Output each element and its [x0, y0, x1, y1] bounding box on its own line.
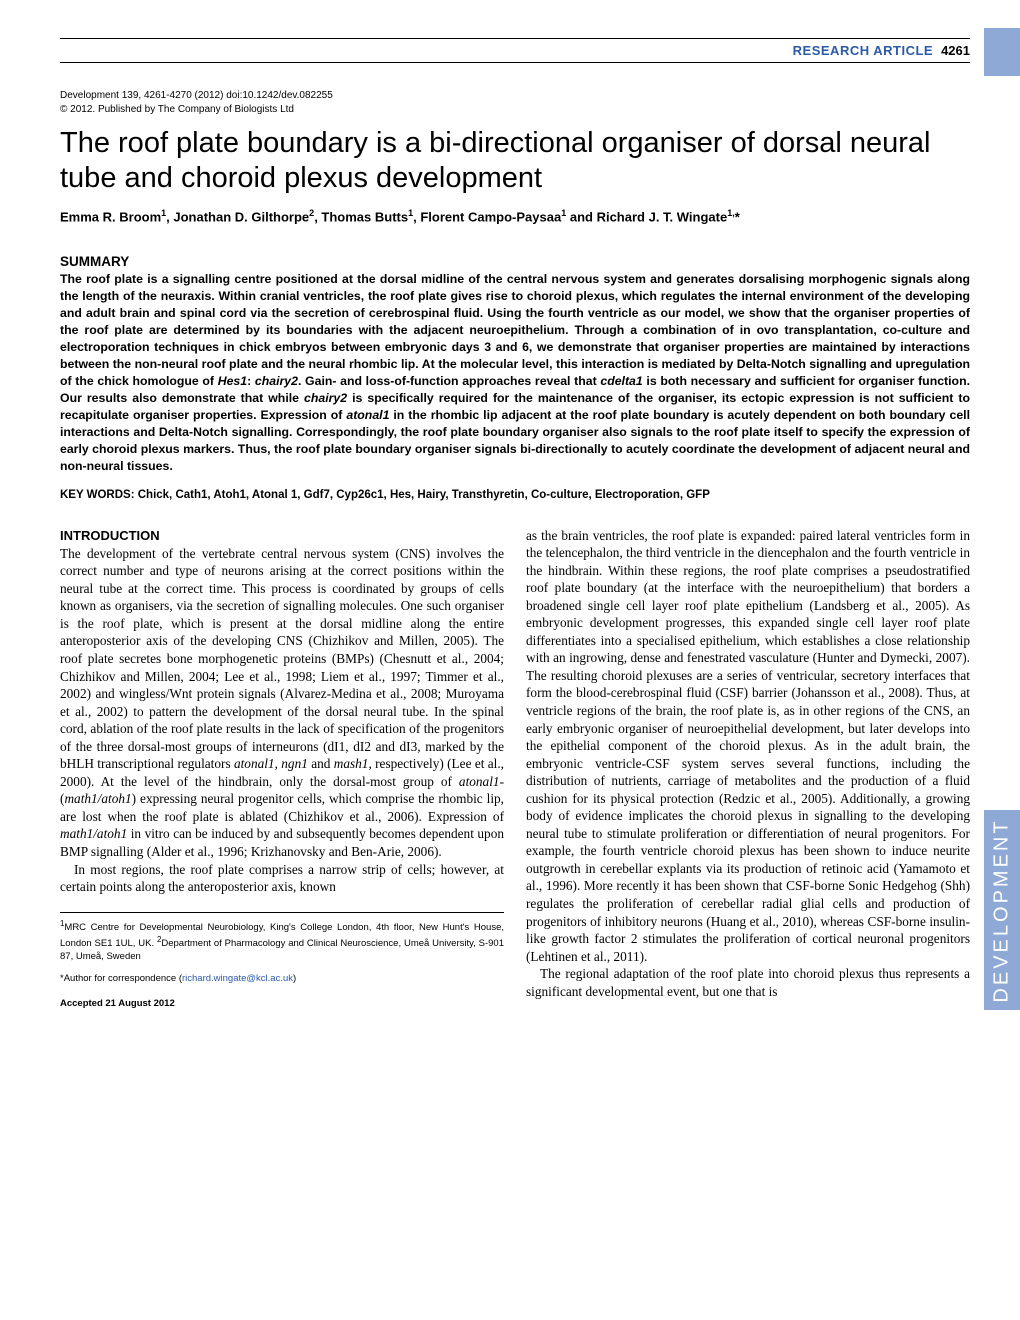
affiliations: 1MRC Centre for Developmental Neurobiolo… — [60, 919, 504, 964]
correspondence-line: *Author for correspondence (richard.wing… — [60, 973, 504, 986]
running-header: RESEARCH ARTICLE 4261 — [60, 39, 970, 63]
journal-line: Development 139, 4261-4270 (2012) doi:10… — [60, 89, 970, 103]
intro-para-4: The regional adaptation of the roof plat… — [526, 965, 970, 1000]
authors-line: Emma R. Broom1, Jonathan D. Gilthorpe2, … — [60, 208, 970, 224]
page-number: 4261 — [941, 43, 970, 58]
citation-block: Development 139, 4261-4270 (2012) doi:10… — [60, 89, 970, 116]
side-tab: DEVELOPMENT — [984, 810, 1020, 1010]
affiliation-rule — [60, 912, 504, 913]
introduction-heading: INTRODUCTION — [60, 527, 504, 544]
column-right: as the brain ventricles, the roof plate … — [526, 527, 970, 1011]
intro-para-2: In most regions, the roof plate comprise… — [60, 861, 504, 896]
summary-heading: SUMMARY — [60, 254, 970, 269]
side-tab-label: DEVELOPMENT — [991, 818, 1014, 1002]
corr-suffix: ) — [293, 973, 296, 984]
summary-section: SUMMARY The roof plate is a signalling c… — [60, 254, 970, 475]
column-left: INTRODUCTION The development of the vert… — [60, 527, 504, 1011]
intro-para-1: The development of the vertebrate centra… — [60, 545, 504, 861]
page-container: RESEARCH ARTICLE 4261 Development 139, 4… — [0, 0, 1020, 1040]
corr-prefix: *Author for correspondence ( — [60, 973, 182, 984]
corr-email-link[interactable]: richard.wingate@kcl.ac.uk — [182, 973, 293, 984]
copyright-line: © 2012. Published by The Company of Biol… — [60, 103, 970, 117]
intro-para-3: as the brain ventricles, the roof plate … — [526, 527, 970, 966]
article-title: The roof plate boundary is a bi-directio… — [60, 126, 970, 196]
body-columns: INTRODUCTION The development of the vert… — [60, 527, 970, 1011]
accepted-date: Accepted 21 August 2012 — [60, 998, 504, 1011]
summary-body: The roof plate is a signalling centre po… — [60, 271, 970, 475]
article-type: RESEARCH ARTICLE — [793, 43, 933, 58]
keywords-line: KEY WORDS: Chick, Cath1, Atoh1, Atonal 1… — [60, 489, 970, 501]
